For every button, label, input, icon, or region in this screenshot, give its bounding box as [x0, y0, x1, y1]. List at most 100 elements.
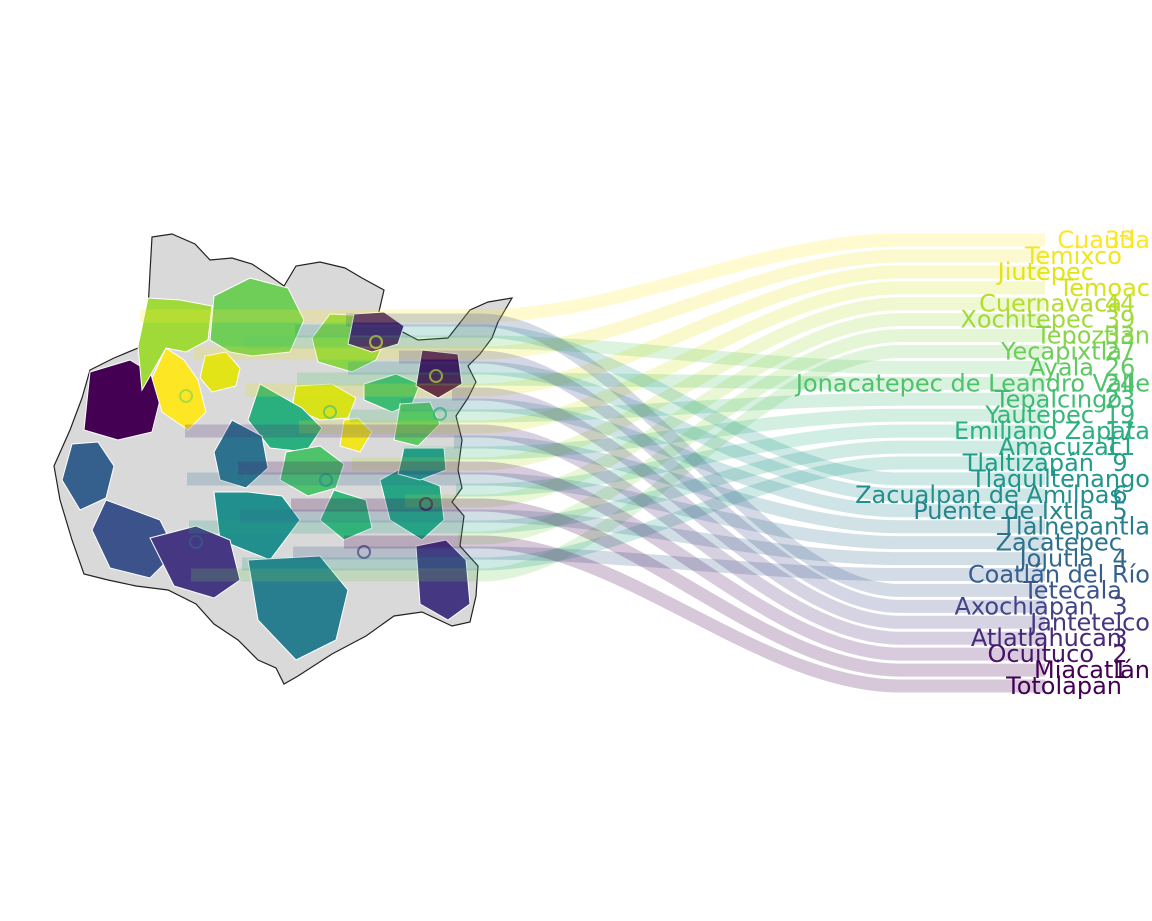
map-region	[149, 525, 241, 599]
centroid-marker	[419, 497, 433, 511]
flow-line-tepalcingo	[350, 392, 1045, 423]
municipality-label-amacuzac: Amacuzac	[999, 433, 1122, 461]
flow-line-puente-de-ixtla	[401, 398, 1045, 518]
municipality-label-axochiapan: Axochiapan	[955, 592, 1095, 620]
municipality-label-tlalnepantla: Tlalnepantla	[1000, 513, 1150, 541]
flow-line-atlatlahucan	[185, 424, 1045, 645]
flow-line-jojutla	[240, 509, 1045, 566]
municipality-label-totolapan: Totolapan	[1005, 672, 1122, 700]
map-region	[91, 499, 177, 579]
value-label: 2	[1112, 640, 1127, 668]
centroid-marker	[369, 335, 383, 349]
municipality-label-jonacatepec-de-leandro-valle: Jonacatepec de Leandro Valle	[794, 369, 1150, 397]
value-label: 1	[1112, 656, 1127, 684]
value-label: 6	[1112, 481, 1127, 509]
flow-line-axochiapan	[399, 350, 1045, 613]
municipality-label-atlatlahucan: Atlatlahucan	[971, 624, 1122, 652]
map-region	[339, 417, 373, 453]
municipality-label-coatlan-del-rio: Coatlán del Río	[968, 561, 1150, 589]
municipality-label-cuernavaca: Cuernavaca	[979, 290, 1122, 318]
flow-line-tlalnepantla	[454, 435, 1045, 534]
municipality-label-xochitepec: Xochitepec	[960, 306, 1094, 334]
centroid-marker	[433, 407, 447, 421]
centroid-marker	[189, 535, 203, 549]
map-region	[397, 447, 447, 481]
municipality-label-tepoztlan: Tepoztlán	[1035, 322, 1150, 350]
municipality-label-yautepec: Yautepec	[984, 401, 1094, 429]
map-region	[379, 469, 445, 541]
value-label: 9	[1112, 449, 1127, 477]
centroid-marker	[323, 405, 337, 419]
centroid-marker	[429, 369, 443, 383]
centroid-marker	[319, 473, 333, 487]
flow-line-cuernavaca	[352, 297, 1045, 471]
municipality-label-jantetelco: Jantetelco	[1028, 608, 1150, 636]
value-label: 4	[1112, 545, 1127, 573]
flow-line-tlaquiltenango	[295, 324, 1045, 486]
municipality-label-zacualpan-de-amilpas: Zacualpan de Amilpas	[855, 481, 1122, 509]
flow-line-tetecala	[346, 313, 1045, 597]
centroid-marker	[179, 389, 193, 403]
municipality-label-puente-de-ixtla: Puente de Ixtla	[913, 497, 1094, 525]
municipality-label-yecapixtla: Yecapixtla	[1000, 338, 1122, 366]
map-region	[279, 445, 345, 497]
value-label: 26	[1105, 353, 1136, 381]
flow-line-yautepec	[403, 408, 1045, 460]
map-region	[415, 539, 471, 621]
flow-line-miacatlan	[291, 498, 1045, 677]
flow-line-jantetelco	[452, 387, 1045, 629]
centroid-marker	[233, 469, 247, 483]
municipality-label-tlaltizapan: Tlaltizapán	[962, 449, 1094, 477]
municipality-label-ayala: Ayala	[1029, 353, 1094, 381]
value-label: 23	[1105, 385, 1136, 413]
municipality-label-jiutepec: Jiutepec	[996, 258, 1094, 286]
map-region	[137, 297, 213, 392]
centroid-marker	[357, 545, 371, 559]
map-region	[247, 555, 349, 661]
value-label: 27	[1105, 338, 1136, 366]
value-label: 5	[1112, 497, 1127, 525]
municipality-label-jojutla: Jojutla	[1018, 545, 1094, 573]
map-region	[209, 277, 305, 357]
map-region	[151, 347, 207, 431]
flow-line-ocuituco	[238, 461, 1045, 661]
value-label: 11	[1105, 433, 1136, 461]
flow-line-ayala	[244, 335, 1045, 374]
map	[53, 233, 514, 685]
flow-line-temixco	[193, 249, 1045, 360]
value-label: 17	[1105, 417, 1136, 445]
value-label: 33	[1105, 322, 1136, 350]
value-label: 3	[1112, 592, 1127, 620]
municipality-label-ocuituco: Ocuituco	[988, 640, 1094, 668]
municipality-label-tlaquiltenango: Tlaquiltenango	[970, 465, 1150, 493]
municipality-label-tepalcingo: Tepalcingo	[994, 385, 1122, 413]
municipality-label-temoac: Temoac	[1058, 274, 1150, 302]
flow-line-tlaltizapan	[242, 456, 1045, 571]
flow-line-jiutepec	[246, 265, 1045, 397]
flow-line-totolapan	[344, 535, 1045, 693]
flow-lines	[140, 233, 1045, 693]
municipality-label-emiliano-zapata: Emiliano Zapata	[954, 417, 1150, 445]
map-region	[213, 419, 269, 489]
flow-line-tepoztlan	[458, 329, 1045, 545]
map-region	[347, 311, 405, 353]
value-label: 19	[1105, 401, 1136, 429]
municipality-label-zacatepec: Zacatepec	[996, 529, 1122, 557]
flow-line-zacatepec	[187, 472, 1045, 550]
value-label: 44	[1105, 290, 1136, 318]
map-region	[199, 351, 241, 393]
value-label: 39	[1105, 306, 1136, 334]
map-region	[319, 489, 373, 541]
value-label: 3	[1112, 624, 1127, 652]
flow-line-cuautla	[140, 233, 1045, 323]
flow-line-yecapixtla	[191, 345, 1045, 582]
municipality-label-tetecala: Tetecala	[1022, 576, 1122, 604]
map-region	[61, 441, 115, 511]
municipality-label-cuautla: Cuautla	[1057, 226, 1150, 254]
municipality-labels: CuautlaTemixcoJiutepecTemoacCuernavacaXo…	[794, 226, 1150, 700]
flow-line-coatlan-del-rio	[293, 546, 1045, 581]
municipality-label-miacatlan: Miacatlán	[1034, 656, 1150, 684]
value-label: 33	[1105, 226, 1136, 254]
